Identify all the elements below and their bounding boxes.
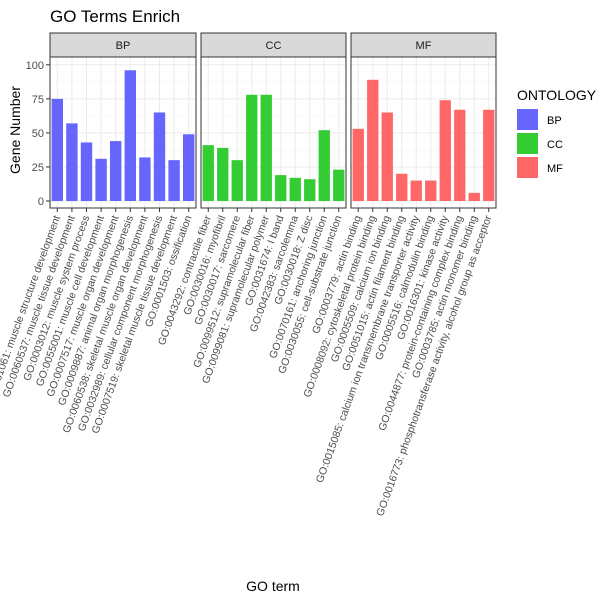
bar (318, 130, 330, 201)
legend-title: ONTOLOGY (517, 87, 597, 103)
bar (367, 79, 379, 201)
facet-strip (49, 32, 197, 58)
bar (275, 175, 287, 201)
bar (168, 160, 180, 201)
facet-strip-label: BP (116, 40, 131, 52)
y-tick-label: 25 (32, 162, 44, 174)
y-axis-title: Gene Number (7, 86, 23, 174)
legend-label-cc: CC (547, 139, 563, 151)
bar (246, 94, 258, 201)
bar (153, 112, 166, 201)
y-tick-label: 50 (32, 128, 44, 140)
bar (333, 169, 345, 201)
legend: ONTOLOGY BP CC MF (517, 87, 597, 178)
panel-border (200, 56, 347, 209)
y-tick-label: 100 (26, 60, 44, 72)
bar (260, 94, 272, 201)
x-axis-title: GO term (246, 578, 300, 594)
bar (183, 134, 195, 201)
bar (425, 180, 437, 201)
bar (110, 141, 122, 201)
bar (396, 173, 408, 201)
bar (454, 109, 466, 201)
panel-border (350, 56, 497, 209)
legend-label-mf: MF (547, 163, 563, 175)
bar (289, 177, 301, 201)
bar (410, 180, 422, 201)
bar (202, 145, 214, 201)
facet-strip-label: MF (416, 40, 432, 52)
bar (95, 158, 107, 201)
bar (468, 192, 480, 201)
bar (304, 179, 316, 201)
bar (381, 112, 393, 201)
chart-title: GO Terms Enrich (50, 7, 180, 26)
bar (139, 157, 151, 201)
facet-strip-label: CC (266, 40, 282, 52)
bar (231, 160, 243, 201)
legend-swatch-mf (517, 157, 538, 178)
bar (352, 128, 364, 201)
y-tick-label: 75 (32, 94, 44, 106)
y-tick-label: 0 (38, 196, 44, 208)
bar (66, 123, 78, 201)
bar (483, 109, 495, 201)
panel-border (49, 56, 197, 209)
bar (124, 70, 136, 201)
legend-swatch-cc (517, 133, 538, 154)
legend-swatch-bp (517, 109, 538, 130)
bar (51, 98, 63, 201)
bar (80, 142, 93, 201)
bar (217, 147, 229, 201)
legend-label-bp: BP (547, 115, 562, 127)
bar (439, 100, 451, 201)
